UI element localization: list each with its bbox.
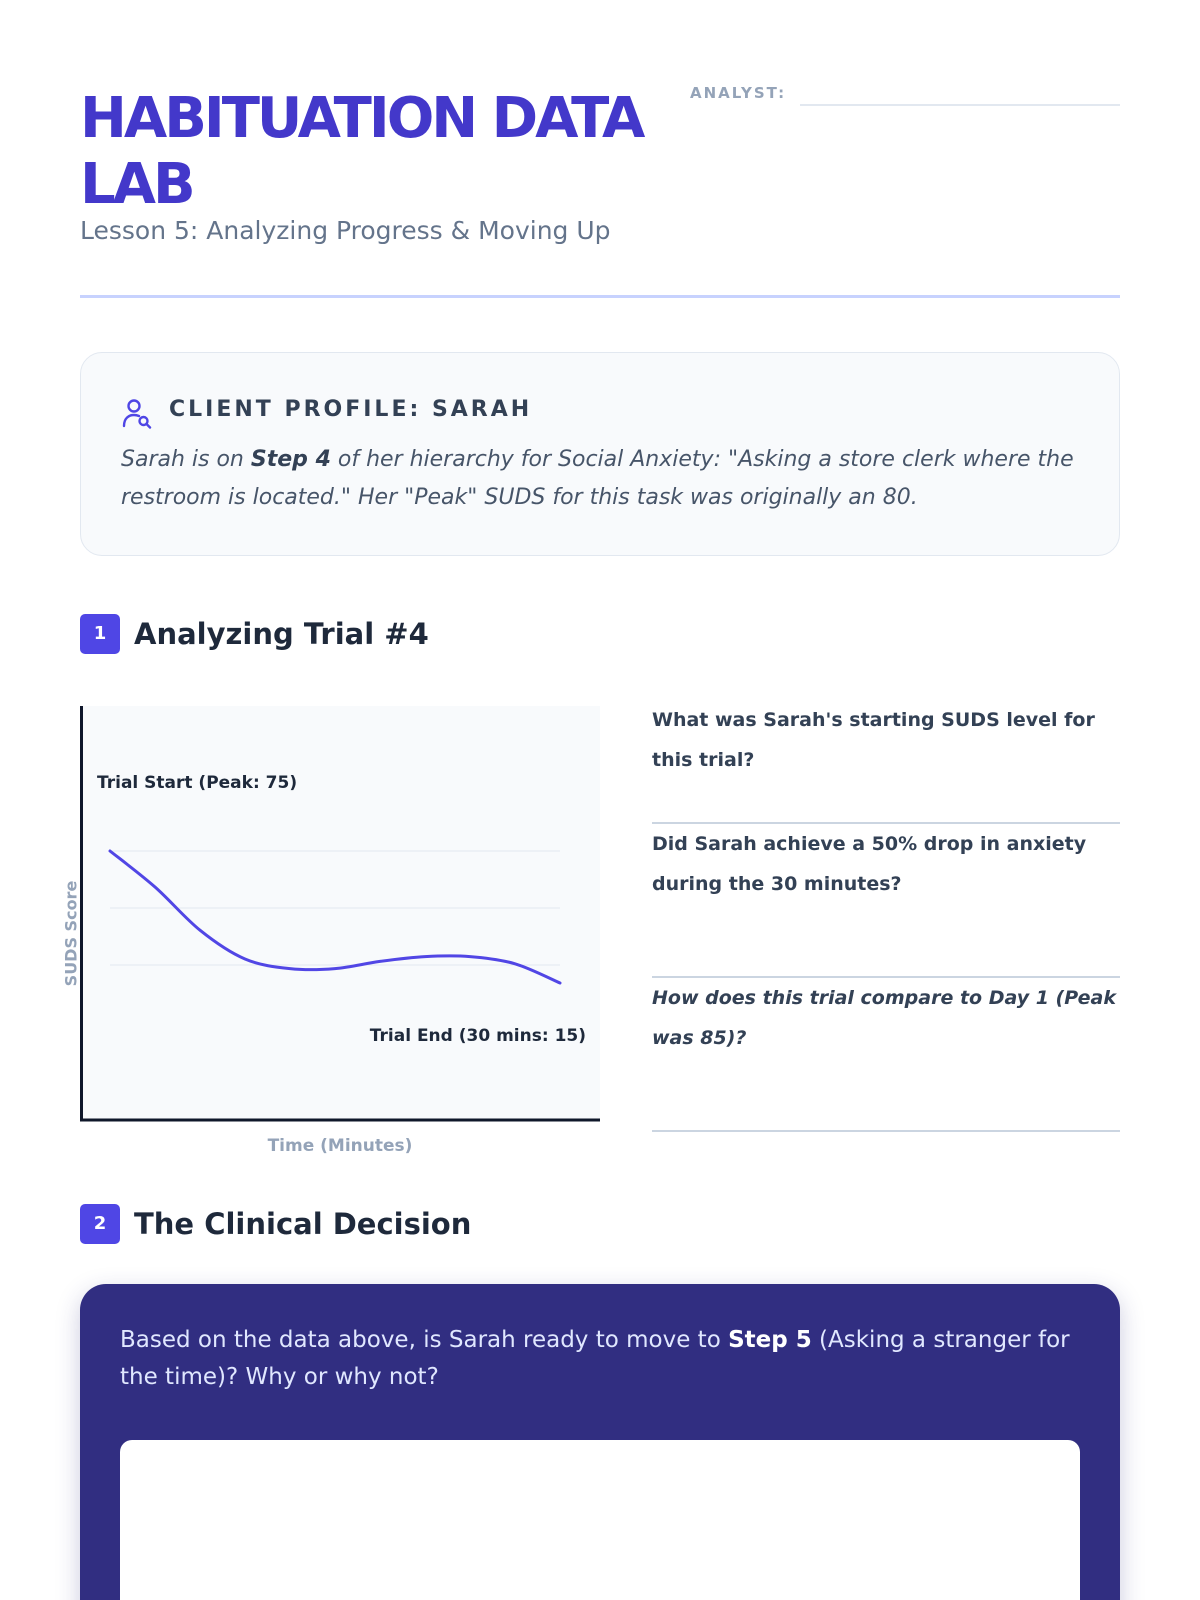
step-highlight: Step 5 [728,1327,812,1353]
header: HABITUATION DATA LAB ANALYST: Lesson 5: … [80,80,1120,298]
annotation-trial-start: Trial Start (Peak: 75) [97,773,298,793]
worksheet-page: HABITUATION DATA LAB ANALYST: Lesson 5: … [62,0,1120,1600]
chart-background [80,706,600,1120]
annotation-trial-end: Trial End (30 mins: 15) [369,1026,586,1046]
section-heading-2: 2 The Clinical Decision [80,1204,780,1244]
chart-grid [110,850,560,966]
profile-description: Sarah is on Step 4 of her hierarchy for … [121,447,1074,510]
question-list: What was Sarah's starting SUDS level for… [652,700,1120,1132]
question-1-text: What was Sarah's starting SUDS level for… [652,709,1095,771]
suds-chart: Trial Start (Peak: 75) Trial End (30 min… [62,706,600,1166]
question-3-text: How does this trial compare to Day 1 (Pe… [652,987,1116,1049]
x-axis-label: Time (Minutes) [267,1136,413,1156]
question-2-text: Did Sarah achieve a 50% drop in anxiety … [652,833,1087,895]
decision-answer-box[interactable] [120,1440,1080,1600]
section-title: Analyzing Trial #4 [134,617,429,651]
clinical-decision-card: Based on the data above, is Sarah ready … [80,1284,1120,1600]
section-title: The Clinical Decision [134,1207,472,1241]
page-title: HABITUATION DATA LAB [80,86,645,217]
section-number-badge: 1 [80,614,120,654]
profile-heading: CLIENT PROFILE: SARAH [169,397,533,422]
question-answer-line-1[interactable]: What was Sarah's starting SUDS level for… [652,700,1120,824]
y-axis-label: SUDS Score [61,880,81,987]
step-highlight: Step 4 [250,447,331,472]
client-profile-card: CLIENT PROFILE: SARAH Sarah is on Step 4… [80,352,1120,556]
section-number-badge: 2 [80,1204,120,1244]
section-heading-1: 1 Analyzing Trial #4 [80,614,780,654]
analyst-name-field[interactable] [800,104,1120,106]
question-answer-line-3[interactable]: How does this trial compare to Day 1 (Pe… [652,978,1120,1132]
question-answer-line-2[interactable]: Did Sarah achieve a 50% drop in anxiety … [652,824,1120,978]
lesson-subtitle: Lesson 5: Analyzing Progress & Moving Up [80,216,611,245]
user-search-icon [122,399,152,429]
series-line [108,849,562,985]
chart-canvas [80,706,600,1122]
decision-prompt: Based on the data above, is Sarah ready … [120,1327,1070,1390]
analyst-label: ANALYST: [690,84,787,102]
